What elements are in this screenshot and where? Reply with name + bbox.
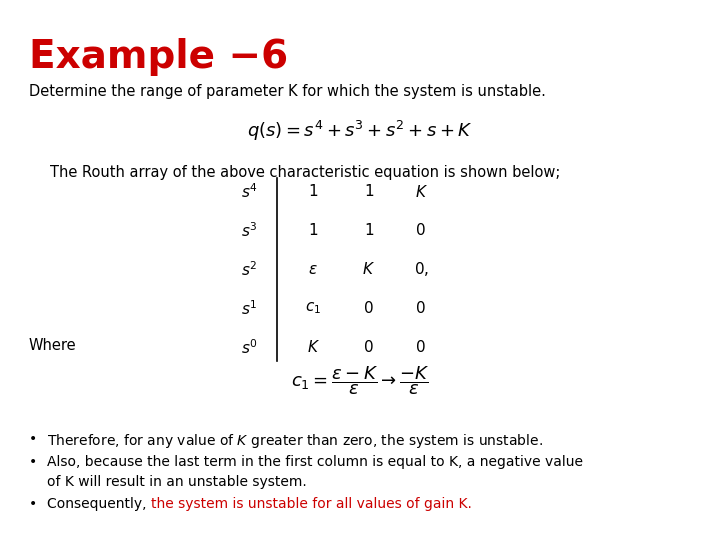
Text: 0: 0 [416, 340, 426, 355]
Text: Therefore, for any value of $K$ greater than zero, the system is unstable.: Therefore, for any value of $K$ greater … [47, 432, 543, 450]
Text: 0: 0 [364, 301, 374, 316]
Text: of K will result in an unstable system.: of K will result in an unstable system. [47, 475, 307, 489]
Text: $s^3$: $s^3$ [241, 221, 258, 240]
Text: $s^0$: $s^0$ [241, 338, 258, 356]
Text: 1: 1 [308, 184, 318, 199]
Text: 1: 1 [364, 223, 374, 238]
Text: $K$: $K$ [362, 261, 375, 278]
Text: 1: 1 [364, 184, 374, 199]
Text: $q(s) = s^4 + s^3 + s^2 + s + K$: $q(s) = s^4 + s^3 + s^2 + s + K$ [247, 119, 473, 143]
Text: $c_1$: $c_1$ [305, 300, 321, 316]
Text: Determine the range of parameter K for which the system is unstable.: Determine the range of parameter K for w… [29, 84, 546, 99]
Text: $s^4$: $s^4$ [241, 183, 258, 201]
Text: Example −6: Example −6 [29, 38, 288, 76]
Text: Also, because the last term in the first column is equal to K, a negative value: Also, because the last term in the first… [47, 455, 582, 469]
Text: the system is unstable for all values of gain K.: the system is unstable for all values of… [150, 497, 472, 511]
Text: 0: 0 [416, 223, 426, 238]
Text: •: • [29, 455, 37, 469]
Text: $s^1$: $s^1$ [241, 299, 258, 318]
Text: •: • [29, 497, 37, 511]
Text: $s^2$: $s^2$ [241, 260, 258, 279]
Text: 0: 0 [364, 340, 374, 355]
Text: 1: 1 [308, 223, 318, 238]
Text: •: • [29, 432, 37, 446]
Text: $K$: $K$ [415, 184, 428, 200]
Text: Where: Where [29, 338, 76, 353]
Text: 0: 0 [416, 301, 426, 316]
Text: $c_1 = \dfrac{\epsilon - K}{\epsilon} \rightarrow \dfrac{-K}{\epsilon}$: $c_1 = \dfrac{\epsilon - K}{\epsilon} \r… [291, 364, 429, 397]
Text: The Routh array of the above characteristic equation is shown below;: The Routh array of the above characteris… [50, 165, 561, 180]
Text: Consequently,: Consequently, [47, 497, 150, 511]
Text: $K$: $K$ [307, 339, 320, 355]
Text: $\epsilon$: $\epsilon$ [308, 262, 318, 277]
Text: $0,$: $0,$ [414, 260, 428, 279]
